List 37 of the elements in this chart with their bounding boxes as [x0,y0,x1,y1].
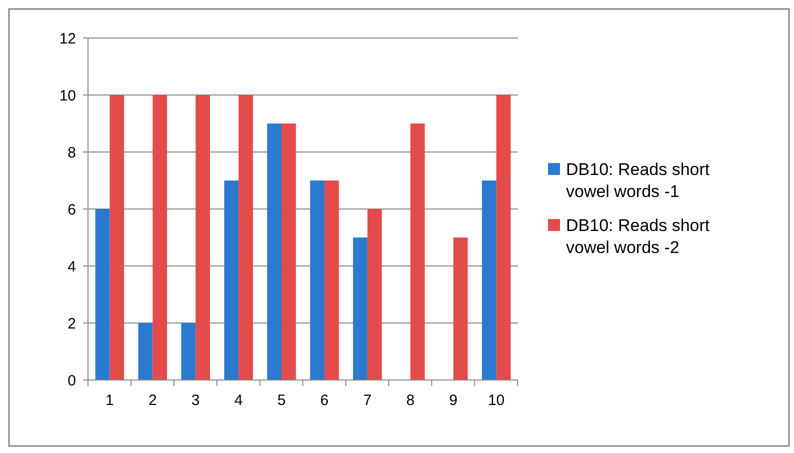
x-tick-label: 6 [320,392,329,409]
bar [95,209,110,380]
x-tick-label: 3 [191,392,200,409]
x-tick-label: 2 [148,392,157,409]
x-tick-label: 5 [277,392,286,409]
bar [138,323,153,380]
bar [324,180,339,380]
bar [110,95,124,380]
x-tick-label: 9 [449,392,458,409]
y-tick-label: 12 [59,30,76,48]
y-tick-label: 6 [68,201,76,218]
bar [482,180,496,380]
bar [238,95,253,380]
y-tick-label: 0 [68,372,76,390]
bar [367,209,382,380]
bar [453,238,468,380]
x-tick-label: 1 [106,392,114,409]
y-tick-label: 2 [68,315,76,332]
bar [224,180,239,380]
x-tick-label: 10 [488,392,505,409]
y-tick-label: 10 [59,87,76,104]
x-tick-label: 8 [406,392,415,409]
bar [496,95,511,380]
bar [410,124,425,380]
bar [282,124,296,380]
y-tick-label: 4 [68,258,76,276]
y-tick-label: 8 [68,144,76,162]
x-tick-label: 7 [363,392,372,409]
legend-label: DB10: Reads short vowel words -1 [566,160,710,202]
legend-label: DB10: Reads short vowel words -2 [566,216,710,258]
bar [353,238,368,380]
bar [310,180,324,380]
bar [152,95,168,380]
bar [196,95,210,380]
bar [181,323,196,380]
x-tick-label: 4 [234,392,243,409]
bar [267,124,282,380]
